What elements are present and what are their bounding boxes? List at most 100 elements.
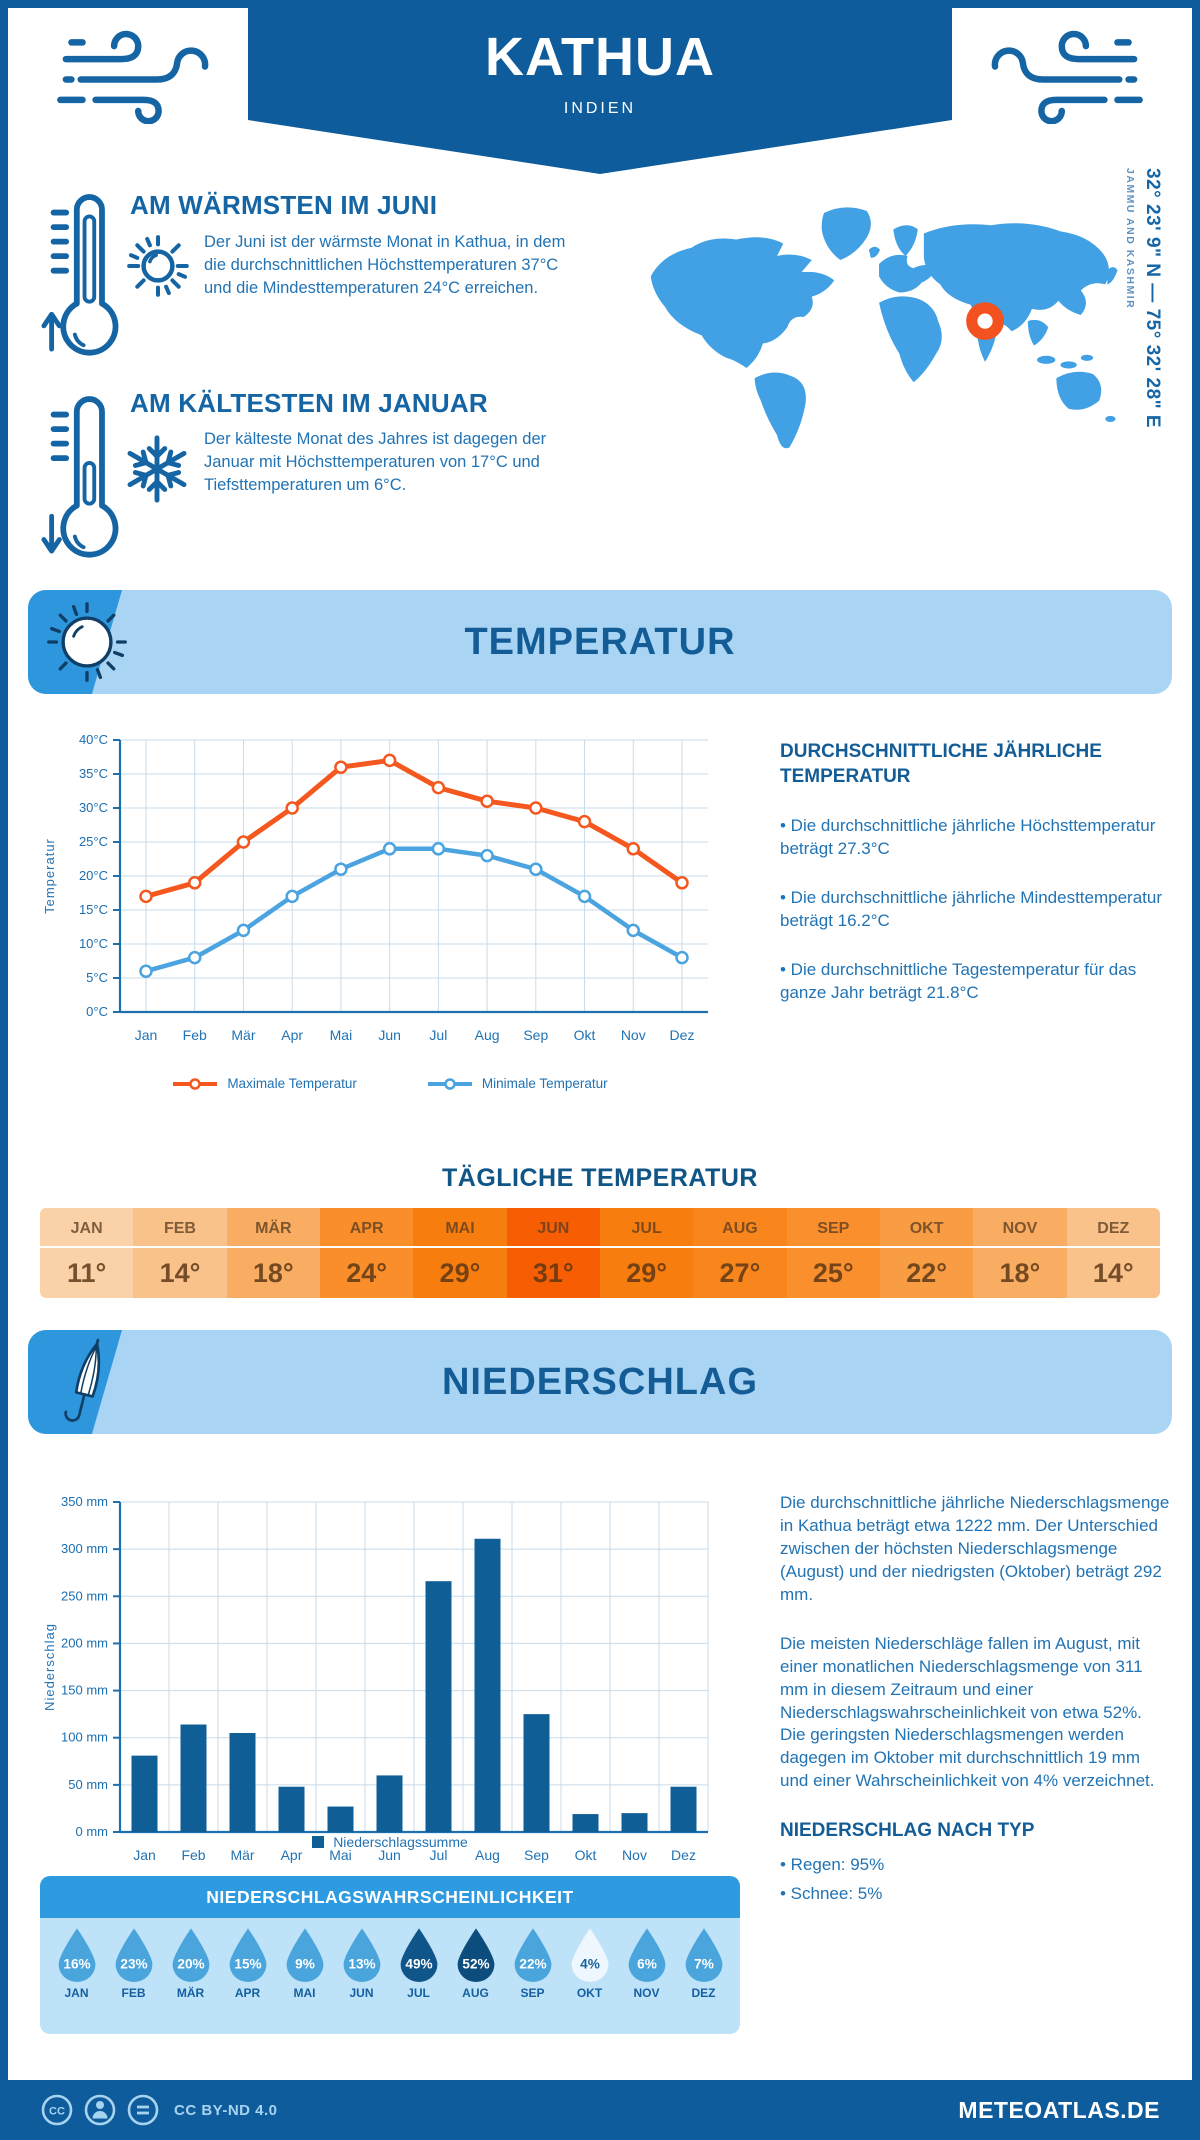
precipitation-type: • Regen: 95% (780, 1854, 885, 1874)
svg-text:Temperatur: Temperatur (42, 838, 57, 914)
droplet-month-label: APR (234, 1986, 261, 2000)
attribution-icon (84, 2094, 116, 2126)
daily-month-label: FEB (133, 1208, 227, 1248)
daily-month-label: JUL (599, 1208, 694, 1248)
location-region: JAMMU AND KASHMIR (1124, 168, 1136, 310)
svg-text:Apr: Apr (281, 1847, 303, 1863)
legend-label: Maximale Temperatur (227, 1076, 357, 1091)
daily-temperature-cell: MÄR 18° (226, 1208, 320, 1298)
svg-text:250 mm: 250 mm (61, 1588, 108, 1603)
aside-bullet: • Die durchschnittliche jährliche Höchst… (780, 816, 1156, 859)
droplet-icon: 20% (172, 1928, 209, 1982)
daily-month-label: MAI (413, 1208, 507, 1248)
svg-text:40°C: 40°C (79, 732, 108, 747)
droplet-month-label: FEB (121, 1986, 146, 2000)
svg-text:Jun: Jun (378, 1847, 401, 1863)
daily-temperature-cell: DEZ 14° (1066, 1208, 1160, 1298)
precipitation-paragraph: Die durchschnittliche jährliche Niedersc… (780, 1493, 1170, 1604)
svg-text:20%: 20% (177, 1956, 204, 1971)
droplet-month-label: MÄR (176, 1986, 205, 2000)
svg-text:52%: 52% (462, 1956, 489, 1971)
probability-droplet: 23% FEB (105, 1918, 162, 2034)
droplet-month-label: NOV (633, 1986, 660, 2000)
daily-month-label: DEZ (1066, 1208, 1160, 1248)
temperature-line-chart: Jan Feb Mär Apr Mai Jun Jul Aug Sep Okt Nov Dez 0°C 5… (42, 732, 708, 1043)
footer: CC CC BY-ND 4.0 METEOATLAS.DE (0, 2080, 1200, 2140)
probability-droplet: 7% DEZ (675, 1918, 732, 2034)
bar-chart-legend: Niederschlagssumme (60, 1834, 720, 1850)
droplet-icon: 13% (343, 1928, 380, 1982)
svg-text:49%: 49% (405, 1956, 432, 1971)
probability-droplet: 13% JUN (333, 1918, 390, 2034)
precipitation-bar-chart: 0 mm 50 mm 100 mm 150 mm 200 mm 250 mm 300 mm 3… (42, 1494, 709, 1863)
svg-text:50 mm: 50 mm (68, 1777, 108, 1792)
daily-temperature-cell: SEP 25° (786, 1208, 880, 1298)
warm-block-title: AM WÄRMSTEN IM JUNI (130, 190, 438, 220)
daily-month-label: AUG (693, 1208, 787, 1248)
thermometer-cold-icon (41, 396, 119, 558)
precipitation-type: • Schnee: 5% (780, 1883, 883, 1903)
droplet-icon: 23% (115, 1928, 152, 1982)
droplet-icon: 7% (685, 1928, 722, 1982)
svg-text:25°C: 25°C (79, 834, 108, 849)
min-temp-legend-marker (427, 1077, 472, 1090)
droplet-month-label: JAN (64, 1986, 89, 2000)
temperature-aside: DURCHSCHNITTLICHE JÄHRLICHE TEMPERATUR •… (780, 740, 1172, 1005)
world-map (650, 207, 1118, 449)
droplet-icon: 49% (400, 1928, 437, 1982)
svg-text:Jul: Jul (430, 1847, 448, 1863)
daily-temperature-cell: JUN 31° (506, 1208, 600, 1298)
svg-text:35°C: 35°C (79, 766, 108, 781)
daily-temperature-cell: FEB 14° (133, 1208, 227, 1298)
cold-block-text: Der kälteste Monat des Jahres ist dagege… (204, 430, 547, 494)
temperature-section-banner: TEMPERATUR (28, 590, 1172, 694)
svg-text:Mär: Mär (230, 1847, 254, 1863)
header-banner: KATHUA INDIEN (248, 0, 952, 174)
svg-text:20°C: 20°C (79, 868, 108, 883)
svg-text:Okt: Okt (575, 1847, 597, 1863)
svg-text:16%: 16% (63, 1956, 90, 1971)
daily-temperature-cell: APR 24° (319, 1208, 414, 1298)
cold-block-title: AM KÄLTESTEN IM JANUAR (130, 388, 488, 418)
bar-legend-label: Niederschlagssumme (333, 1834, 468, 1850)
daily-temperature-value: 31° (532, 1257, 574, 1288)
daily-month-label: JAN (40, 1208, 134, 1248)
probability-droplet: 9% MAI (276, 1918, 333, 2034)
precipitation-section-banner: NIEDERSCHLAG (28, 1330, 1172, 1434)
daily-temperature-cell: JUL 29° (599, 1208, 694, 1298)
daily-month-label: SEP (786, 1208, 880, 1248)
daily-month-label: MÄR (226, 1208, 320, 1248)
probability-panel: NIEDERSCHLAGSWAHRSCHEINLICHKEIT 16% JAN 23… (40, 1876, 740, 2034)
svg-text:Nov: Nov (622, 1847, 647, 1863)
daily-temperature-value: 25° (812, 1257, 854, 1288)
svg-text:9%: 9% (295, 1956, 315, 1971)
daily-temperature-value: 24° (346, 1257, 388, 1288)
svg-text:10°C: 10°C (79, 936, 108, 951)
probability-droplet: 49% JUL (390, 1918, 447, 2034)
precipitation-type-title: NIEDERSCHLAG NACH TYP (780, 1820, 1035, 1842)
license-icons: CC (40, 2093, 160, 2127)
page-title: KATHUA (485, 27, 715, 87)
license-text: CC BY-ND 4.0 (174, 2101, 278, 2119)
svg-text:6%: 6% (637, 1956, 657, 1971)
legend-label: Minimale Temperatur (481, 1076, 608, 1091)
svg-text:7%: 7% (694, 1956, 714, 1971)
max-temp-legend-marker (173, 1077, 218, 1090)
legend-item-max: Maximale Temperatur (172, 1076, 357, 1091)
svg-text:Aug: Aug (475, 1847, 500, 1863)
svg-text:Feb: Feb (181, 1847, 205, 1863)
droplet-icon: 6% (628, 1928, 665, 1982)
line-chart-legend: Maximale Temperatur Minimale Temperatur (60, 1076, 720, 1091)
precipitation-paragraph: Die meisten Niederschläge fallen im Augu… (780, 1633, 1155, 1791)
probability-droplet: 15% APR (219, 1918, 276, 2034)
page-subtitle: INDIEN (563, 100, 637, 117)
svg-text:Okt: Okt (574, 1027, 596, 1043)
droplet-icon: 15% (229, 1928, 266, 1982)
no-derivatives-icon (127, 2094, 159, 2126)
svg-text:13%: 13% (348, 1956, 375, 1971)
aside-bullet: • Die durchschnittliche Tagestemperatur … (780, 960, 1137, 1003)
droplet-month-label: JUN (349, 1986, 374, 2000)
svg-text:Niederschlag: Niederschlag (42, 1623, 57, 1711)
svg-text:Aug: Aug (475, 1027, 500, 1043)
